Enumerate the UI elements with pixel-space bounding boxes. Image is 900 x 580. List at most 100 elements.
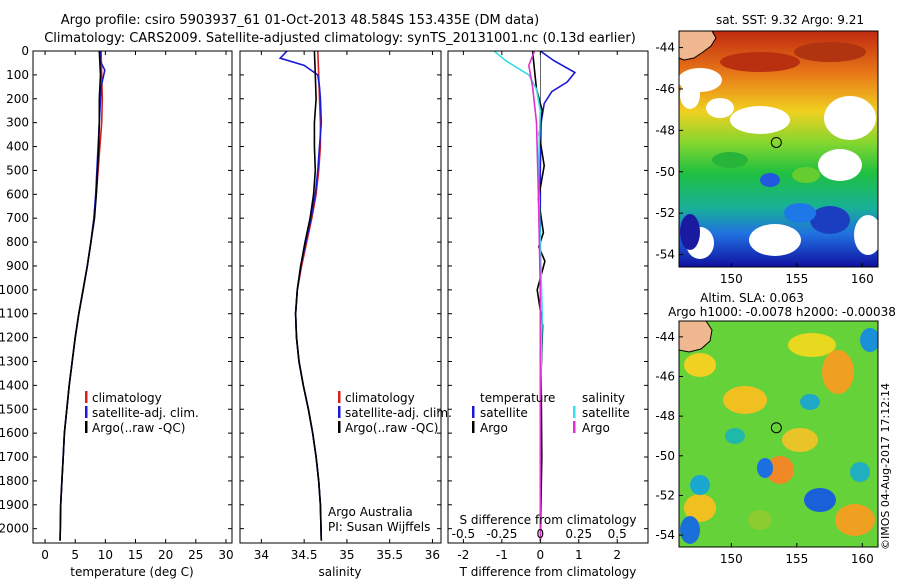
y-tick-label: 600 <box>6 187 29 201</box>
map-y-tick-label: -44 <box>655 330 675 344</box>
temperature-axes-frame <box>32 50 233 544</box>
salinity-legend: climatology satellite-adj. clim. Argo(..… <box>338 391 452 435</box>
legend-label-salinity-satellite: satellite <box>582 406 630 420</box>
map-y-tick-label: -46 <box>655 82 675 96</box>
legend-swatch-temperature-argo <box>472 421 475 433</box>
legend-swatch-argo <box>338 421 341 433</box>
x-tick-label: 2 <box>613 548 621 562</box>
sla-eddy <box>684 353 716 377</box>
sst-map-title: sat. SST: 9.32 Argo: 9.21 <box>716 13 864 27</box>
legend-title-temperature: temperature <box>480 391 555 405</box>
figure-title-line2: Climatology: CARS2009. Satellite-adjuste… <box>44 31 636 46</box>
difference-top-label: S difference from climatology <box>460 513 637 527</box>
sla-eddy <box>684 494 716 522</box>
y-tick-label: 200 <box>6 92 29 106</box>
sla-map-title-line1: Altim. SLA: 0.063 <box>700 291 804 305</box>
sla-eddy <box>800 394 820 410</box>
y-tick-label: 300 <box>6 116 29 130</box>
sla-eddy <box>723 386 767 414</box>
temperature-legend: climatology satellite-adj. clim. Argo(..… <box>85 391 199 435</box>
sst-land <box>679 31 717 61</box>
legend-label-satellite: satellite-adj. clim. <box>92 406 199 420</box>
map-x-tick-label: 155 <box>785 552 808 566</box>
sla-eddy <box>860 328 878 352</box>
sst-map-panel: sat. SST: 9.32 Argo: 9.21 150 155 160 -44 -4… <box>655 13 879 286</box>
y-tick-label: 1700 <box>0 450 29 464</box>
x-tick-label: 15 <box>128 548 143 562</box>
sst-patch <box>794 42 866 62</box>
sst-patch <box>680 81 700 109</box>
sst-patch <box>706 98 734 118</box>
sst-patch <box>730 106 790 134</box>
map-y-tick-label: -52 <box>655 206 675 220</box>
sla-eddy <box>788 333 836 357</box>
map-y-tick-label: -46 <box>655 370 675 384</box>
y-tick-label: 2000 <box>0 522 29 536</box>
sla-argo-marker <box>770 422 782 434</box>
series-line-climatology <box>59 51 104 541</box>
x-tick-label: 34 <box>254 548 269 562</box>
legend-title-salinity: salinity <box>582 391 625 405</box>
sst-patch <box>810 206 850 234</box>
sla-map-title-line2: Argo h1000: -0.0078 h2000: -0.00038 <box>668 305 896 319</box>
legend-swatch-salinity-argo <box>573 421 576 433</box>
difference-axes-frame <box>447 50 649 544</box>
y-tick-label: 1400 <box>0 378 29 392</box>
x-tick-label: 36 <box>425 548 440 562</box>
series-line-argo-raw-qc- <box>59 51 102 541</box>
x-tick-label: 35.5 <box>376 548 403 562</box>
x-tick-label: 1 <box>575 548 583 562</box>
legend-swatch-salinity-satellite <box>573 406 576 418</box>
sla-eddy <box>822 350 854 394</box>
temperature-panel: 0 5 10 15 20 25 300100200300400500600700800900… <box>0 44 234 579</box>
legend-swatch-climatology <box>338 391 341 403</box>
top-tick-label: 0.5 <box>608 527 627 541</box>
sla-eddy <box>782 428 818 452</box>
temperature-xlabel: temperature (deg C) <box>70 565 193 579</box>
legend-swatch-temperature-satellite <box>472 406 475 418</box>
series-line-temperature-satellite <box>539 51 577 541</box>
x-tick-label: -1 <box>496 548 508 562</box>
legend-label-salinity-argo: Argo <box>582 421 610 435</box>
sst-patch <box>818 149 862 181</box>
x-tick-label: 0 <box>536 548 544 562</box>
sla-eddy <box>725 428 745 444</box>
map-y-tick-label: -52 <box>655 488 675 502</box>
legend-swatch-satellite <box>338 406 341 418</box>
sla-map-frame <box>678 320 879 548</box>
map-y-tick-label: -54 <box>655 528 675 542</box>
series-line-salinity-argo <box>527 51 542 541</box>
legend-label-satellite: satellite-adj. clim. <box>345 406 452 420</box>
legend-label-temperature-argo: Argo <box>480 421 508 435</box>
map-x-tick-label: 150 <box>720 552 743 566</box>
map-y-tick-label: -54 <box>655 248 675 262</box>
sla-eddy <box>748 510 772 530</box>
salinity-axes-frame <box>239 50 442 544</box>
salinity-panel: 34 34.5 35 35.5 36 climatology satellite-adj… <box>239 50 452 579</box>
top-tick-label: 0.25 <box>565 527 592 541</box>
salinity-xlabel: salinity <box>318 565 361 579</box>
sst-heatmap <box>679 31 878 267</box>
map-x-tick-label: 160 <box>851 552 874 566</box>
legend-swatch-argo <box>85 421 88 433</box>
map-y-tick-label: -48 <box>655 409 675 423</box>
y-tick-label: 1800 <box>0 474 29 488</box>
x-tick-label: 0 <box>41 548 49 562</box>
figure-title-line1: Argo profile: csiro 5903937_61 01-Oct-20… <box>61 13 539 28</box>
sst-patch <box>760 173 780 187</box>
sst-patch <box>680 214 700 250</box>
x-tick-label: 25 <box>188 548 203 562</box>
sst-patch <box>784 203 816 223</box>
map-y-tick-label: -50 <box>655 449 675 463</box>
difference-panel: -2 -1 0 1 2 -0.5 -0.25 0 0.25 0.5 temperature sat… <box>447 50 649 579</box>
map-y-tick-label: -48 <box>655 123 675 137</box>
y-tick-label: 500 <box>6 163 29 177</box>
sla-eddy <box>835 504 875 536</box>
sst-patch <box>720 52 800 72</box>
sst-patch <box>712 152 748 168</box>
series-line-temperature-argo <box>531 51 546 541</box>
y-tick-label: 700 <box>6 211 29 225</box>
sla-heatmap <box>679 321 878 547</box>
y-tick-label: 0 <box>21 44 29 58</box>
